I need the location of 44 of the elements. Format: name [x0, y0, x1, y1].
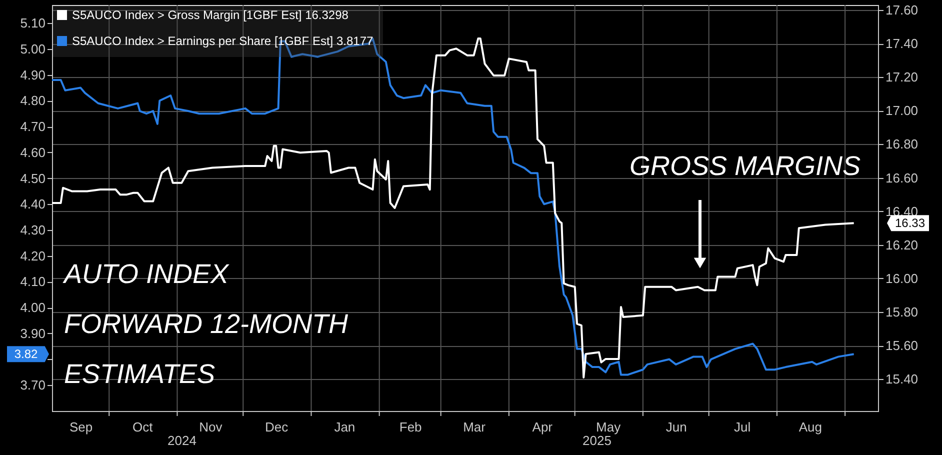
x-tick-label: Nov	[199, 420, 223, 434]
y2-tick-label: 16.20	[886, 237, 918, 252]
x-tick-label: Feb	[399, 420, 422, 434]
x-tick-label: Jul	[734, 420, 751, 434]
text: 2024	[168, 433, 196, 448]
y-tick-label: 4.80	[20, 93, 46, 108]
y-tick-label: 4.40	[20, 196, 46, 212]
text: 16.33	[894, 216, 926, 230]
x-tick-label: Mar	[463, 420, 486, 434]
x-tick-label: Jun	[666, 420, 687, 434]
y-tick-label: 5.10	[20, 16, 46, 31]
y2-tick-label: 15.40	[886, 372, 918, 387]
x-tick-label: Oct	[132, 420, 154, 434]
y-tick-label: 3.90	[20, 326, 46, 341]
y2-tick-label: 17.60	[886, 2, 918, 18]
y2-tick-label: 16.80	[886, 136, 918, 152]
x-tick-label: Aug	[798, 420, 822, 434]
y2-tick-label: 16.00	[886, 270, 918, 286]
y2-tick-label: 16.60	[886, 170, 918, 186]
x-tick-label: Apr	[532, 420, 554, 434]
y-tick-label: 4.00	[20, 300, 46, 316]
y2-tick-label: 15.60	[886, 338, 918, 354]
y-tick-label: 4.20	[20, 248, 46, 264]
y-tick-label: 4.60	[20, 144, 46, 160]
y2-tick-label: 17.00	[886, 103, 918, 118]
y2-tick-label: 17.40	[886, 36, 918, 52]
x-tick-label: Jan	[334, 420, 356, 434]
y2-tick-label: 17.20	[886, 70, 918, 85]
text: 2025	[582, 433, 612, 448]
x-tick-label: Sep	[69, 420, 93, 434]
x-tick-label: Dec	[265, 420, 289, 434]
y2-tick-label: 15.80	[886, 304, 918, 320]
y-tick-label: 4.50	[20, 170, 46, 186]
annotation: AUTO INDEX FORWARD 12-MONTH ESTIMATES	[62, 259, 349, 389]
text: 3.82	[14, 347, 38, 362]
y-tick-label: 4.30	[20, 222, 46, 238]
legend-label: S5AUCO Index > Gross Margin [1GBF Est] 16.3298	[72, 8, 349, 22]
annotation: GROSS MARGINS	[629, 151, 861, 181]
y-tick-label: 4.70	[20, 119, 46, 134]
y-tick-label: 4.90	[20, 67, 46, 82]
x-tick-label: May	[596, 420, 622, 434]
y-tick-label: 3.70	[20, 378, 46, 393]
y-tick-label: 4.10	[20, 274, 46, 290]
y-tick-label: 5.00	[20, 41, 46, 56]
